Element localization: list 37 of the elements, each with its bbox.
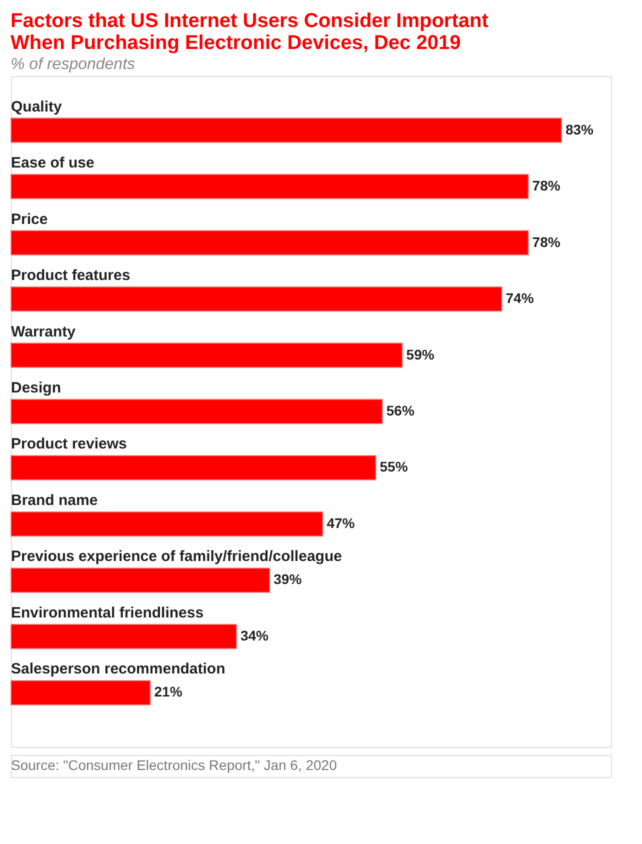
data-label: 56% [386, 402, 415, 418]
bar [10, 398, 383, 424]
data-label: 34% [240, 627, 270, 644]
y-tick-label: Design [11, 380, 62, 396]
text: Factors that US Internet Users Consider Important [10, 10, 488, 32]
bar [10, 342, 403, 368]
bar [10, 511, 324, 537]
bar [10, 118, 562, 143]
data-label: 21% [154, 684, 183, 700]
y-tick-label: Quality [11, 98, 62, 116]
data-label: 78% [532, 178, 561, 194]
bar [10, 624, 237, 650]
bar [10, 455, 376, 480]
bar [10, 286, 502, 312]
y-tick-label: Environmental friendliness [11, 604, 204, 622]
data-label: 47% [326, 514, 356, 531]
y-tick-label: Price [11, 210, 48, 228]
chart-subtitle: % of respondents [10, 56, 136, 73]
y-tick-label: Product features [11, 267, 130, 284]
bar [10, 680, 151, 706]
y-tick-label: Previous experience of family/friend/colleague [11, 548, 342, 566]
y-tick-label: Ease of use [11, 154, 94, 172]
y-tick-label: Warranty [11, 323, 76, 340]
y-tick-label: Salesperson recommendation [11, 660, 226, 678]
y-tick-label: Product reviews [11, 436, 127, 453]
data-label: 59% [406, 346, 435, 362]
data-label: 78% [532, 234, 561, 250]
data-label: 74% [506, 290, 534, 306]
bar [10, 230, 529, 256]
bar [10, 174, 529, 200]
text: When Purchasing Electronic Devices, Dec 2019 [10, 32, 461, 54]
data-label: 55% [380, 458, 408, 475]
bar [10, 568, 270, 593]
data-label: 39% [274, 571, 302, 588]
y-tick-label: Brand name [11, 492, 98, 509]
data-label: 83% [565, 121, 594, 138]
source-note: Source: "Consumer Electronics Report," Jan 6, 2020 [11, 757, 338, 773]
